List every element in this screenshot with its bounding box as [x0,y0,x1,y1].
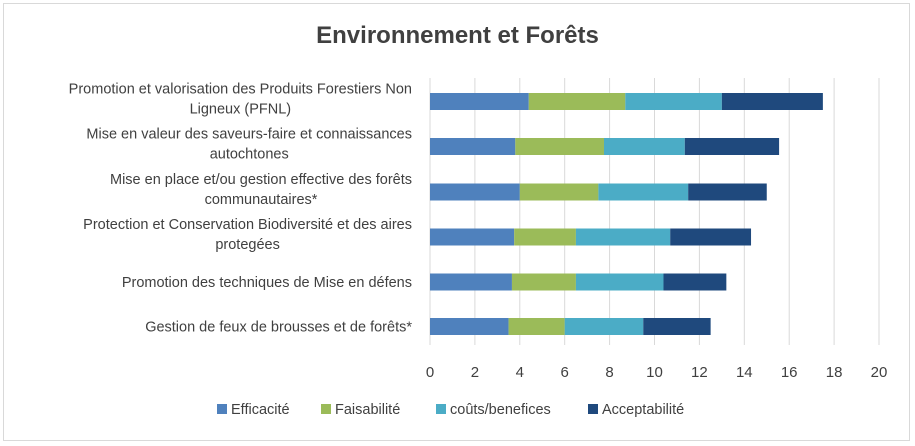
legend-label: Acceptabilité [602,402,684,418]
bar-efficacit- [430,228,515,246]
category-label: Protection et Conservation Biodiversité … [83,217,412,233]
x-tick-label: 4 [516,364,524,381]
legend-swatch [321,404,331,414]
bar-acceptabilit- [684,138,780,155]
bar-co-ts-benefices [625,93,722,110]
category-label: Promotion des techniques de Mise en défe… [122,275,412,291]
bar-faisabilit- [511,273,576,291]
bar-acceptabilit- [688,183,767,201]
x-tick-label: 2 [471,364,479,381]
x-tick-label: 8 [605,364,613,381]
bar-efficacit- [430,93,529,110]
bar-faisabilit- [528,93,626,110]
bar-faisabilit- [514,228,576,246]
x-tick-label: 0 [426,364,434,381]
bar-efficacit- [430,138,516,155]
legend-swatch [217,404,227,414]
bar-acceptabilit- [663,273,727,291]
category-label: Mise en valeur des saveurs-faire et conn… [86,127,412,143]
bar-efficacit- [430,183,520,201]
bar-acceptabilit- [643,318,711,335]
bar-faisabilit- [515,138,604,155]
x-tick-label: 20 [871,364,888,381]
bar-co-ts-benefices [598,183,689,201]
category-label: protegées [215,237,280,253]
legend-swatch [436,404,446,414]
x-tick-label: 14 [736,364,753,381]
bar-co-ts-benefices [564,318,644,335]
category-label: Promotion et valorisation des Produits F… [69,82,412,98]
bar-acceptabilit- [721,93,823,110]
category-label: Mise en place et/ou gestion effective de… [110,172,412,188]
category-label: Gestion de feux de brousses et de forêts… [145,320,412,336]
chart-title: Environnement et Forêts [316,22,599,49]
chart-frame [3,3,910,441]
bar-faisabilit- [519,183,599,201]
bar-acceptabilit- [670,228,752,246]
x-tick-label: 6 [561,364,569,381]
bar-efficacit- [430,318,509,335]
bar-co-ts-benefices [575,273,664,291]
category-label: communautaires* [205,192,318,208]
bar-co-ts-benefices [603,138,685,155]
x-tick-label: 18 [826,364,843,381]
bar-co-ts-benefices [575,228,671,246]
legend-swatch [588,404,598,414]
bar-efficacit- [430,273,512,291]
x-tick-label: 16 [781,364,798,381]
legend-label: coûts/benefices [450,402,551,418]
x-tick-label: 10 [646,364,663,381]
legend-label: Faisabilité [335,402,400,418]
category-label: Ligneux (PFNL) [190,102,292,118]
legend-label: Efficacité [231,402,290,418]
category-label: autochtones [210,147,289,163]
x-tick-label: 12 [691,364,708,381]
bar-faisabilit- [508,318,565,335]
